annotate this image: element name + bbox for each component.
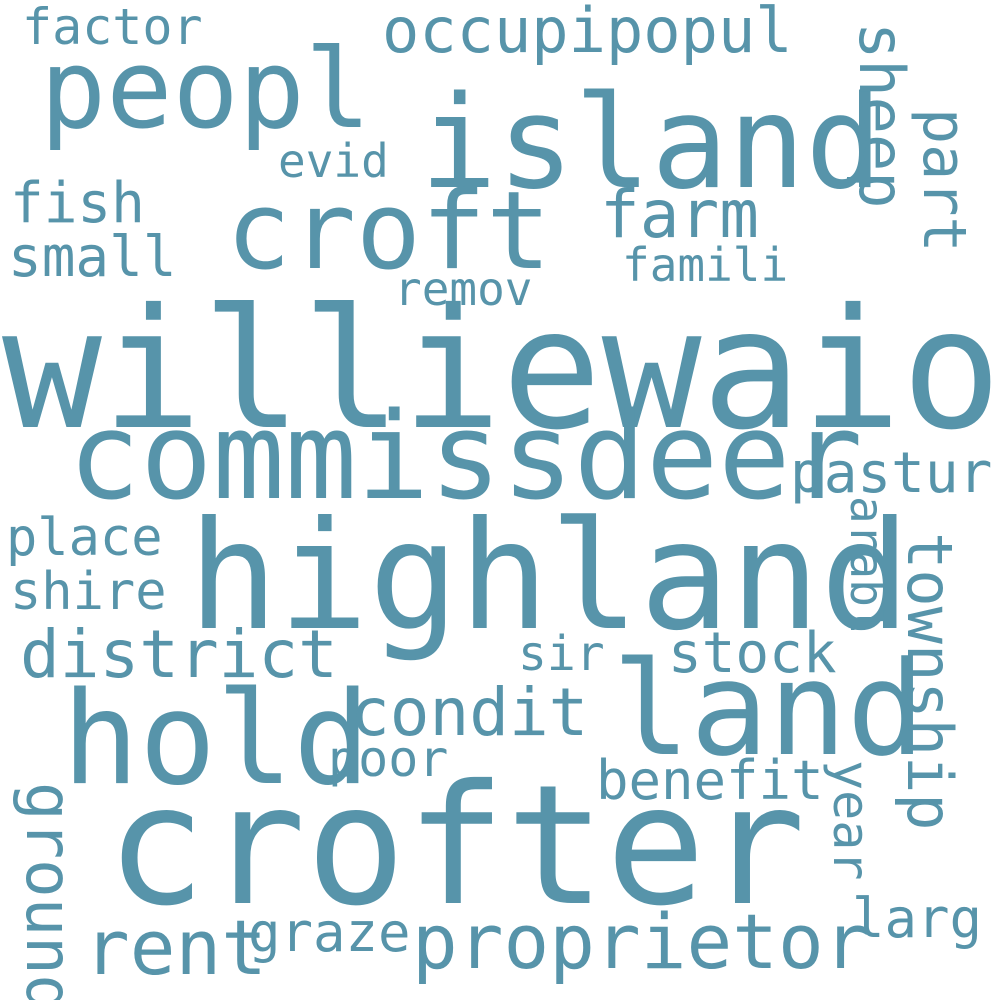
- word-ground: ground: [16, 782, 80, 1000]
- word-occupipopul: occupipopul: [382, 0, 793, 62]
- word-fish: fish: [10, 176, 145, 232]
- word-year: year: [826, 760, 876, 880]
- word-part: part: [914, 108, 974, 253]
- word-sir: sir: [518, 630, 605, 678]
- word-rent: rent: [84, 910, 267, 986]
- word-shire: shire: [10, 566, 167, 618]
- word-sheep: sheep: [850, 22, 912, 209]
- word-larg: larg: [852, 892, 982, 946]
- word-place: place: [6, 512, 163, 564]
- word-peopl: peopl: [40, 34, 371, 144]
- word-graze: graze: [248, 906, 411, 960]
- word-proprietor: proprietor: [412, 904, 870, 980]
- word-township: township: [898, 532, 960, 831]
- word-arabl: arabl: [844, 496, 890, 634]
